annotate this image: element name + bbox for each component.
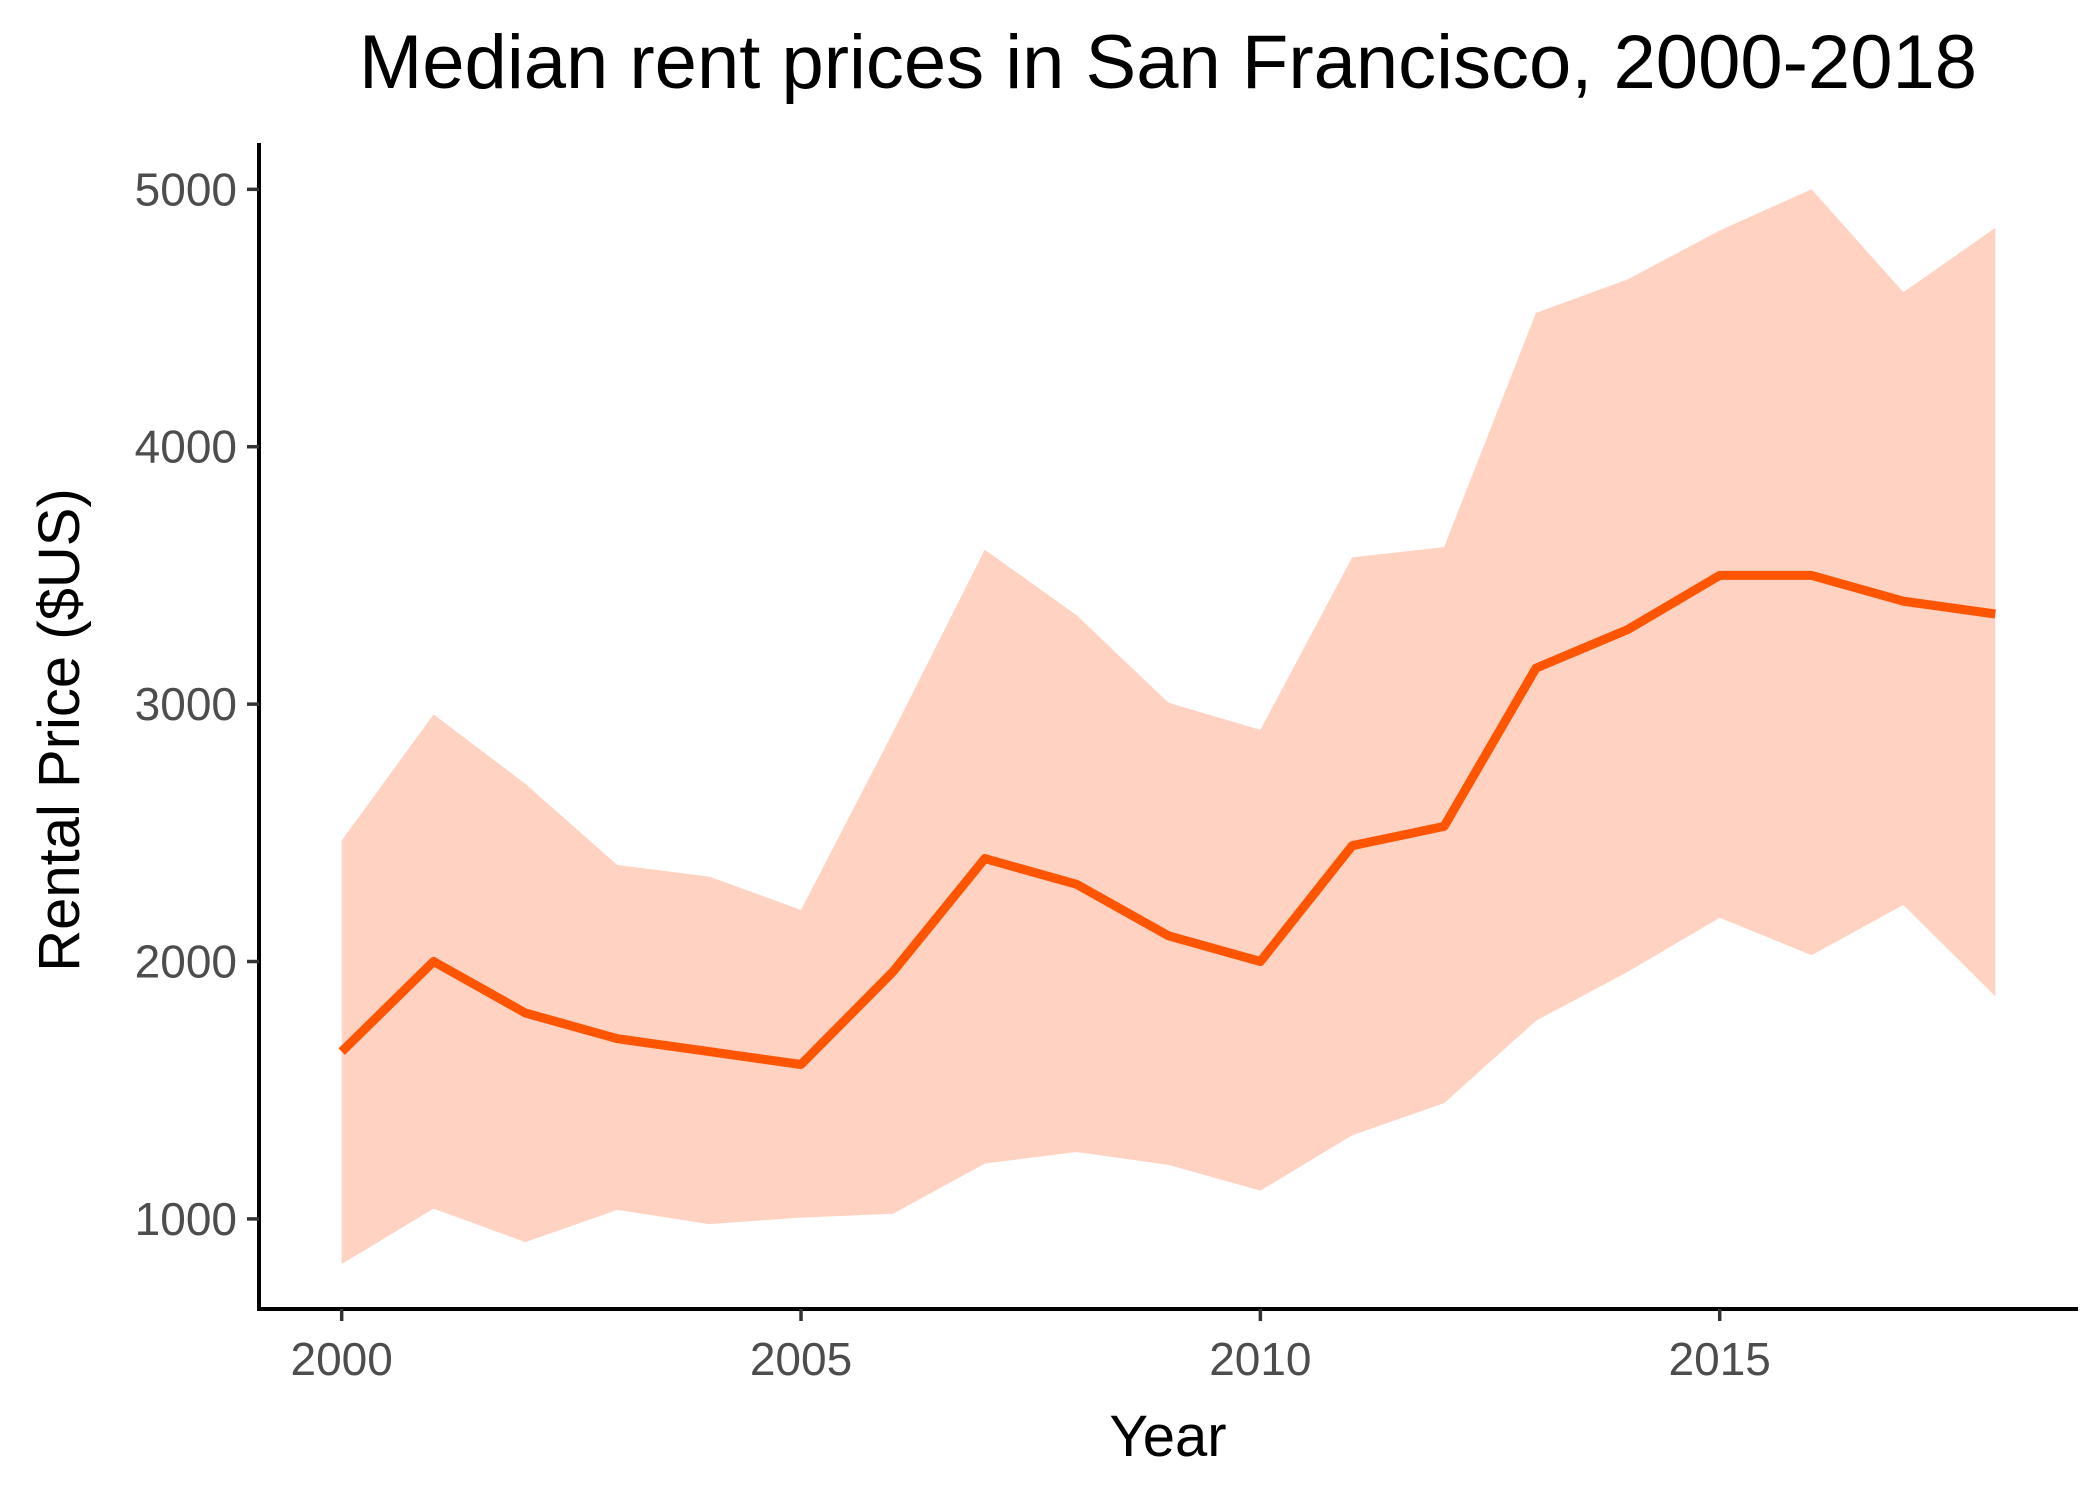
x-axis-title: Year <box>1109 1404 1226 1469</box>
ribbon-band <box>341 189 1996 1264</box>
axes: 1000 2000 3000 4000 5000 2000 2005 2010 2015 <box>135 143 2078 1385</box>
y-tick-label: 1000 <box>135 1193 237 1245</box>
x-tick-label: 2015 <box>1669 1333 1771 1385</box>
x-tick-label: 2000 <box>291 1333 393 1385</box>
chart-title: Median rent prices in San Francisco, 200… <box>359 20 1977 105</box>
median-line <box>338 570 1996 1069</box>
plot-area <box>338 189 1996 1264</box>
x-tick-label: 2005 <box>750 1333 852 1385</box>
y-tick-label: 5000 <box>135 163 237 215</box>
x-tick-label: 2010 <box>1209 1333 1311 1385</box>
y-tick-label: 3000 <box>135 678 237 730</box>
y-tick-label: 4000 <box>135 421 237 473</box>
y-tick-label: 2000 <box>135 936 237 988</box>
y-axis-title: Rental Price ($US) <box>27 488 92 971</box>
